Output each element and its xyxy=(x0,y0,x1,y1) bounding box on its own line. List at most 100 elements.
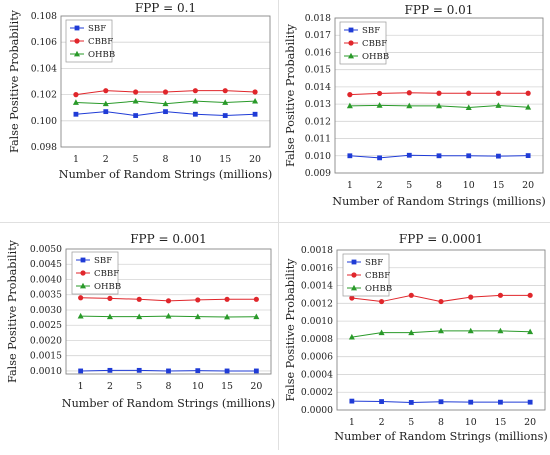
data-point xyxy=(78,295,84,301)
data-point xyxy=(376,90,383,97)
y-tick-label: 0.0014 xyxy=(301,281,333,292)
data-point xyxy=(103,88,109,94)
data-point xyxy=(72,99,79,105)
data-point xyxy=(498,399,503,405)
x-tick-label: 2 xyxy=(107,381,113,392)
data-point xyxy=(253,313,260,320)
data-point xyxy=(162,89,169,95)
y-tick-label: 0.015 xyxy=(305,65,331,76)
data-point xyxy=(527,292,533,298)
x-tick-label: 8 xyxy=(436,180,442,191)
legend-swatch-marker xyxy=(74,38,80,44)
x-tick-label: 15 xyxy=(494,417,506,428)
y-tick-label: 0.011 xyxy=(305,134,331,145)
data-point xyxy=(102,100,109,107)
x-tick-label: 8 xyxy=(163,154,169,165)
series-cbbf xyxy=(73,88,258,98)
x-tick-label: 15 xyxy=(219,154,231,165)
y-tick-label: 0.0035 xyxy=(30,290,62,301)
x-axis-label: Number of Random Strings (millions) xyxy=(332,195,545,208)
data-point xyxy=(165,298,172,304)
data-point xyxy=(253,368,259,374)
legend-swatch-marker xyxy=(74,50,80,57)
legend-label: OHBB xyxy=(88,50,115,60)
x-axis-label: Number of Random Strings (millions) xyxy=(334,430,547,443)
data-point xyxy=(378,329,385,336)
data-point xyxy=(222,99,229,105)
plot-frame xyxy=(336,249,546,411)
x-axis-label: Number of Random Strings (millions) xyxy=(62,397,275,410)
data-point xyxy=(195,297,201,303)
data-point xyxy=(253,296,259,302)
y-tick-label: 0.0015 xyxy=(30,351,62,362)
legend-label: CBBF xyxy=(365,271,390,281)
x-tick-label: 5 xyxy=(408,417,414,428)
data-point xyxy=(406,152,412,158)
y-tick-label: 0.0010 xyxy=(301,316,333,327)
data-point xyxy=(438,298,444,305)
data-point xyxy=(106,313,113,320)
chart-title: FPP = 0.001 xyxy=(130,232,207,246)
y-tick-label: 0.0010 xyxy=(30,366,62,377)
y-tick-label: 0.014 xyxy=(305,82,331,93)
data-point xyxy=(192,97,199,104)
x-tick-label: 10 xyxy=(189,154,201,165)
data-point xyxy=(466,90,472,96)
series-ohbb xyxy=(77,312,260,320)
legend: SBF CBBF OHBB xyxy=(65,19,115,63)
data-point xyxy=(78,368,84,374)
x-tick-label: 5 xyxy=(136,381,142,392)
chart-panel-1: 0.098 0.100 0.102 0.104 0.106 0.108 1 2 5 8 10 15 20… xyxy=(8,1,272,181)
data-point xyxy=(377,155,382,161)
chart-title: FPP = 0.0001 xyxy=(399,232,483,246)
data-point xyxy=(406,90,412,96)
data-point xyxy=(224,313,231,320)
series-ohbb xyxy=(72,97,259,107)
legend: SBF CBBF OHBB xyxy=(71,251,121,295)
legend-swatch-marker xyxy=(74,25,80,31)
y-tick-label: 0.0006 xyxy=(301,352,333,363)
x-axis-label: Number of Random Strings (millions) xyxy=(59,168,272,181)
y-axis-label: False Positive Probability xyxy=(6,239,19,383)
y-tick-label: 0.0000 xyxy=(301,405,333,416)
data-point xyxy=(252,111,258,117)
series-cbbf xyxy=(78,295,259,304)
x-tick-label: 1 xyxy=(349,417,355,428)
y-tick-label: 0.0008 xyxy=(301,334,333,345)
data-point xyxy=(136,367,142,373)
series-cbbf xyxy=(349,292,533,305)
data-point xyxy=(348,333,355,340)
data-point xyxy=(224,296,230,302)
data-point xyxy=(376,102,383,108)
data-point xyxy=(192,88,198,94)
plot-frame xyxy=(65,248,272,375)
data-point xyxy=(465,104,472,110)
y-tick-label: 0.104 xyxy=(31,63,57,74)
chart-panel-4: 0.0000 0.0002 0.0004 0.0006 0.0008 0.0010 0.00… xyxy=(284,232,548,443)
legend-label: SBF xyxy=(88,24,106,34)
data-point xyxy=(222,113,228,118)
data-point xyxy=(346,102,353,109)
series-ohbb xyxy=(346,102,532,110)
x-tick-label: 20 xyxy=(249,154,261,165)
series-sbf xyxy=(349,398,533,405)
legend-label: OHBB xyxy=(365,284,392,294)
legend-swatch-marker xyxy=(351,272,357,278)
legend-label: OHBB xyxy=(362,52,389,62)
x-tick-label: 15 xyxy=(221,381,233,392)
y-axis-label: False Positive Probability xyxy=(284,23,297,167)
legend-label: SBF xyxy=(362,26,380,36)
legend-label: CBBF xyxy=(88,37,113,47)
data-point xyxy=(468,399,474,405)
data-point xyxy=(438,399,444,405)
data-point xyxy=(406,102,413,109)
legend-swatch-marker xyxy=(80,282,86,289)
series-cbbf xyxy=(347,90,531,98)
chart-title: FPP = 0.1 xyxy=(135,1,196,15)
data-point xyxy=(107,295,113,301)
y-tick-label: 0.009 xyxy=(305,168,331,179)
x-tick-label: 2 xyxy=(379,417,385,428)
plot-frame xyxy=(334,17,544,174)
data-point xyxy=(222,88,228,94)
y-tick-label: 0.0012 xyxy=(301,298,333,309)
